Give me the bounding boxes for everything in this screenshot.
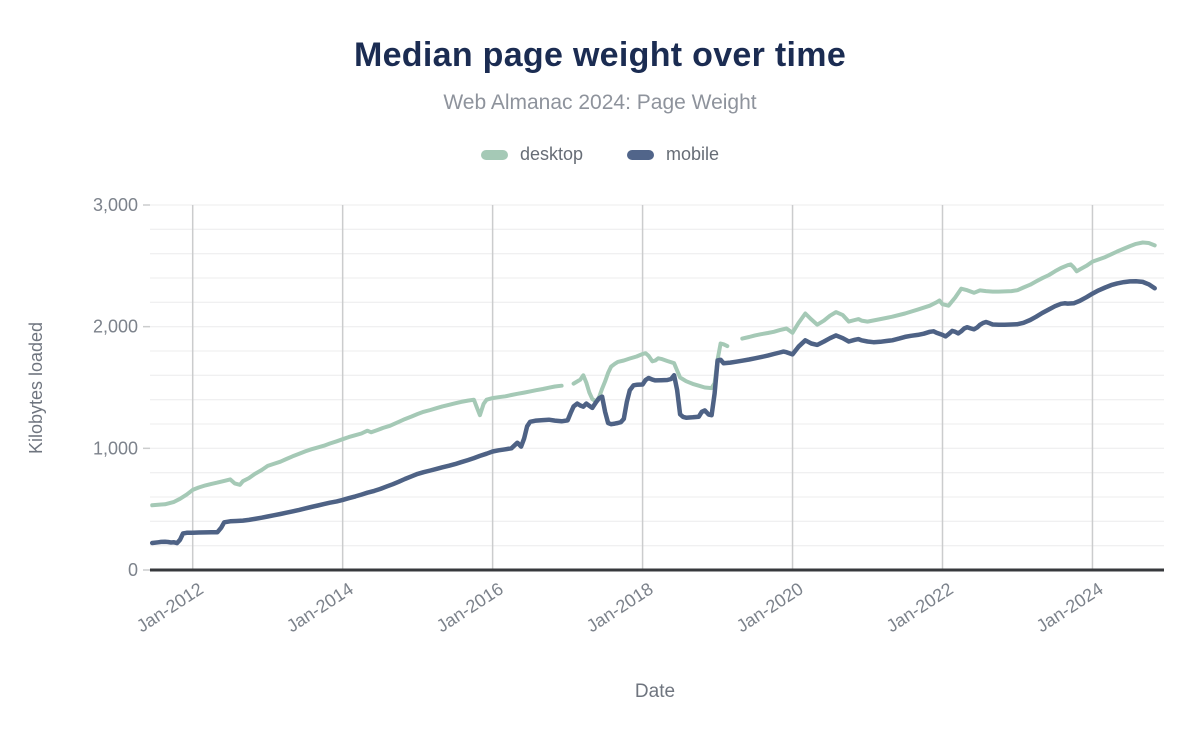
x-tick-label: Jan-2018 [583, 579, 657, 637]
plot-area: 0 1,000 2,000 3,000 Jan-2012 Jan-2014 Jan-2016… [26, 195, 1164, 702]
legend: desktop mobile [0, 144, 1200, 165]
x-tick-label: Jan-2020 [733, 579, 807, 637]
legend-item-desktop[interactable]: desktop [480, 144, 583, 165]
x-tick-label: Jan-2022 [883, 579, 957, 637]
y-tick-label: 0 [128, 560, 138, 580]
legend-item-mobile[interactable]: mobile [627, 144, 719, 165]
desktop-line[interactable] [571, 341, 730, 404]
chart-title: Median page weight over time [353, 36, 847, 74]
x-tick-label: Jan-2024 [1033, 579, 1107, 637]
x-tick-label: Jan-2014 [283, 579, 357, 637]
desktop-line[interactable] [150, 383, 564, 508]
chart-subtitle: Web Almanac 2024: Page Weight [443, 91, 757, 114]
mobile-swatch-icon [627, 149, 654, 160]
legend-label-desktop: desktop [519, 144, 583, 164]
x-tick-label: Jan-2016 [433, 579, 507, 637]
x-tick-label: Jan-2012 [133, 579, 207, 637]
x-axis-title: Date [635, 681, 675, 702]
legend-label-mobile: mobile [666, 144, 720, 164]
mobile-line[interactable] [149, 278, 1157, 546]
y-tick-label: 3,000 [93, 195, 138, 215]
y-tick-label: 1,000 [93, 438, 138, 458]
desktop-line[interactable] [740, 240, 1157, 341]
desktop-swatch-icon [480, 149, 508, 160]
y-tick-label: 2,000 [93, 317, 138, 337]
y-axis-title: Kilobytes loaded [26, 322, 46, 454]
